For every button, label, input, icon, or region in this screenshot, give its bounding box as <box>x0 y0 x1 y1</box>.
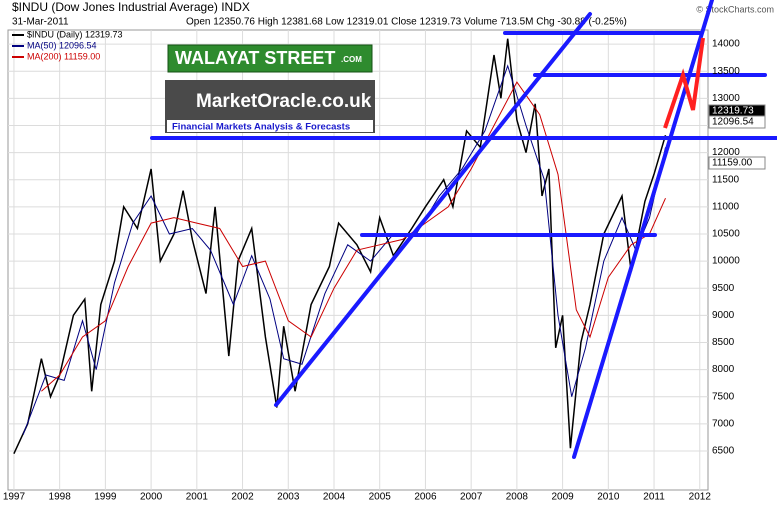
x-tick-label: 2008 <box>506 492 529 503</box>
y-tick-label: 7500 <box>712 391 735 402</box>
chart-title: $INDU (Dow Jones Industrial Average) IND… <box>12 0 250 14</box>
x-tick-label: 2003 <box>277 492 300 503</box>
logo-top: WALAYAT STREET <box>175 48 335 68</box>
x-tick-label: 2011 <box>643 492 665 503</box>
y-tick-label: 6500 <box>712 446 735 457</box>
series-line <box>41 81 666 392</box>
x-tick-label: 2005 <box>369 492 392 503</box>
legend-label: $INDU (Daily) 12319.73 <box>27 29 123 39</box>
x-tick-label: 2004 <box>323 492 346 503</box>
x-tick-label: 2007 <box>460 492 483 503</box>
y-tick-label: 14000 <box>712 39 740 50</box>
quote: Open 12350.76 High 12381.68 Low 12319.01… <box>186 17 627 28</box>
x-tick-label: 2010 <box>597 492 620 503</box>
legend-label: MA(200) 11159.00 <box>27 51 100 61</box>
logo-sub: Financial Markets Analysis & Forecasts <box>172 122 350 133</box>
y-tick-label: 9000 <box>712 310 735 321</box>
y-tick-label: 11000 <box>712 201 740 212</box>
value-label: 11159.00 <box>712 158 753 169</box>
x-tick-label: 2001 <box>186 492 209 503</box>
y-tick-label: 9500 <box>712 283 735 294</box>
x-tick-label: 2002 <box>231 492 254 503</box>
series-line <box>22 64 666 435</box>
legend-label: MA(50) 12096.54 <box>27 40 97 50</box>
x-tick-label: 1998 <box>49 492 72 503</box>
logo-suffix: .COM <box>341 55 362 64</box>
series-line <box>13 38 667 455</box>
y-tick-label: 13500 <box>712 66 740 77</box>
x-tick-label: 1999 <box>94 492 117 503</box>
x-tick-label: 2000 <box>140 492 163 503</box>
logo-main: MarketOracle.co.uk <box>196 91 372 112</box>
x-tick-label: 2009 <box>551 492 574 503</box>
x-tick-label: 2006 <box>414 492 437 503</box>
y-tick-label: 7000 <box>712 418 735 429</box>
x-tick-label: 1997 <box>3 492 26 503</box>
projection <box>663 37 705 129</box>
value-box <box>708 115 766 129</box>
value-label: 12319.73 <box>712 106 754 117</box>
value-label: 12096.54 <box>712 117 754 128</box>
y-tick-label: 12000 <box>712 147 740 158</box>
y-tick-label: 10000 <box>712 256 740 267</box>
trend-lines <box>150 0 777 459</box>
y-tick-label: 8500 <box>712 337 735 348</box>
logo-box <box>167 44 373 73</box>
logo-strip <box>167 120 373 132</box>
date: 31-Mar-2011 <box>12 17 69 28</box>
y-tick-label: 8000 <box>712 364 735 375</box>
value-box <box>708 156 766 170</box>
y-tick-label: 11500 <box>712 174 740 185</box>
y-tick-label: 13000 <box>712 93 740 104</box>
x-tick-label: 2012 <box>689 492 712 503</box>
credit: © StockCharts.com <box>696 4 774 14</box>
y-tick-label: 10500 <box>712 229 740 240</box>
